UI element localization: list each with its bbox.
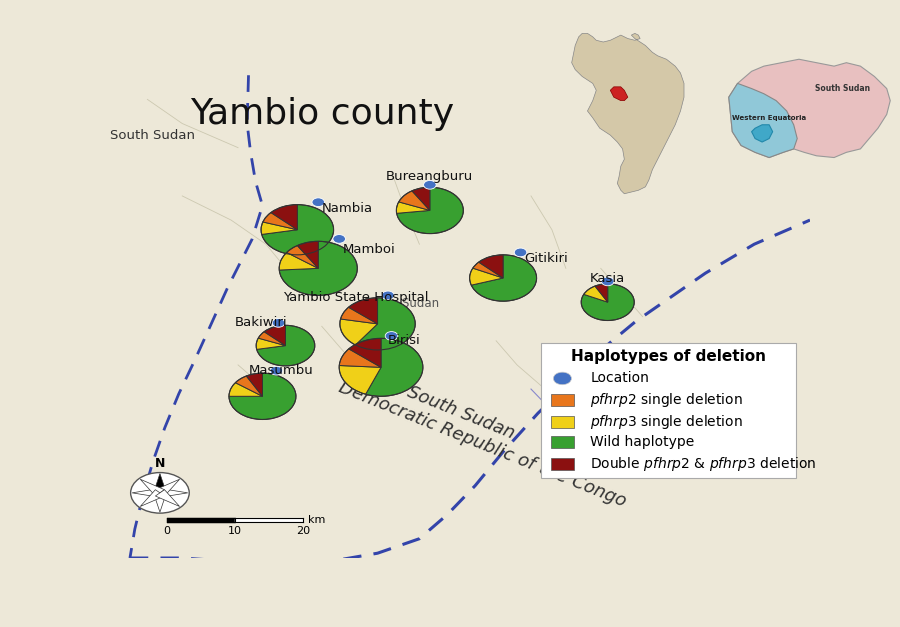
Wedge shape [279,253,319,270]
Text: Bakiwiri: Bakiwiri [235,316,287,329]
FancyBboxPatch shape [542,343,796,478]
Wedge shape [581,284,634,320]
Text: South Sudan: South Sudan [364,297,439,310]
Text: Democratic Republic of the Congo: Democratic Republic of the Congo [336,379,628,511]
Text: Yambio State Hospital: Yambio State Hospital [284,291,429,304]
Bar [551,394,573,406]
Circle shape [333,234,346,243]
Text: South Sudan: South Sudan [405,384,518,443]
PathPatch shape [140,490,165,507]
Text: 20: 20 [296,525,310,535]
Circle shape [382,291,394,300]
Wedge shape [256,338,285,349]
Text: Mamboi: Mamboi [343,243,395,256]
Wedge shape [472,262,503,278]
Circle shape [130,473,189,513]
Wedge shape [229,382,263,396]
Wedge shape [287,246,319,268]
PathPatch shape [140,479,165,496]
PathPatch shape [156,479,180,496]
Circle shape [270,366,283,375]
Bar [551,416,573,428]
Text: Birisi: Birisi [388,334,421,347]
Text: $\it{pfhrp3}$ single deletion: $\it{pfhrp3}$ single deletion [590,413,743,431]
Text: South Sudan: South Sudan [815,84,870,93]
Circle shape [385,332,398,340]
PathPatch shape [154,473,166,493]
Text: km: km [309,515,326,525]
Circle shape [424,181,436,189]
Wedge shape [271,204,297,229]
Wedge shape [340,319,378,345]
Text: Wild haplotype: Wild haplotype [590,435,695,449]
Text: Location: Location [590,371,649,386]
Wedge shape [399,191,430,211]
Polygon shape [752,125,773,142]
Polygon shape [572,33,684,194]
Polygon shape [729,83,797,157]
Text: South Sudan: South Sudan [111,129,195,142]
Text: Haplotypes of deletion: Haplotypes of deletion [572,349,766,364]
Wedge shape [258,332,285,345]
Text: Western Equatoria: Western Equatoria [732,115,806,121]
Wedge shape [339,349,381,367]
Wedge shape [396,202,430,213]
Circle shape [601,277,614,286]
Circle shape [514,248,526,257]
Text: Bureangburu: Bureangburu [386,170,473,183]
Text: Gitikiri: Gitikiri [524,252,568,265]
Wedge shape [472,255,536,301]
Wedge shape [229,373,296,419]
PathPatch shape [160,488,188,497]
Bar [551,436,573,448]
Wedge shape [340,307,378,324]
PathPatch shape [154,493,166,512]
Wedge shape [365,339,423,396]
Wedge shape [264,325,285,345]
Circle shape [272,319,284,327]
Text: 10: 10 [228,525,242,535]
Wedge shape [584,286,608,302]
Polygon shape [729,59,890,157]
Circle shape [554,372,572,385]
PathPatch shape [156,490,180,507]
Text: Kasia: Kasia [590,271,625,285]
Wedge shape [236,376,263,396]
Wedge shape [263,213,297,229]
Polygon shape [610,87,628,100]
Wedge shape [356,298,415,350]
Wedge shape [348,298,378,324]
Wedge shape [349,339,381,367]
Wedge shape [412,187,430,211]
Wedge shape [297,241,319,268]
Wedge shape [397,187,464,234]
Wedge shape [470,268,503,285]
Circle shape [312,198,325,206]
Wedge shape [279,241,357,295]
Text: Yambio county: Yambio county [190,97,454,131]
Text: N: N [155,457,165,470]
Wedge shape [262,204,334,255]
Wedge shape [256,325,315,366]
Text: Masumbu: Masumbu [248,364,313,377]
PathPatch shape [132,488,160,497]
Text: Nambia: Nambia [322,201,373,214]
Text: $\it{pfhrp2}$ single deletion: $\it{pfhrp2}$ single deletion [590,391,743,409]
Wedge shape [339,366,381,394]
Text: Double $\it{pfhrp2}$ & $\it{pfhrp3}$ deletion: Double $\it{pfhrp2}$ & $\it{pfhrp3}$ del… [590,455,816,473]
Wedge shape [247,373,263,396]
Bar [551,458,573,470]
Wedge shape [261,222,297,234]
Wedge shape [479,255,503,278]
Wedge shape [595,284,608,302]
Text: 0: 0 [164,525,170,535]
